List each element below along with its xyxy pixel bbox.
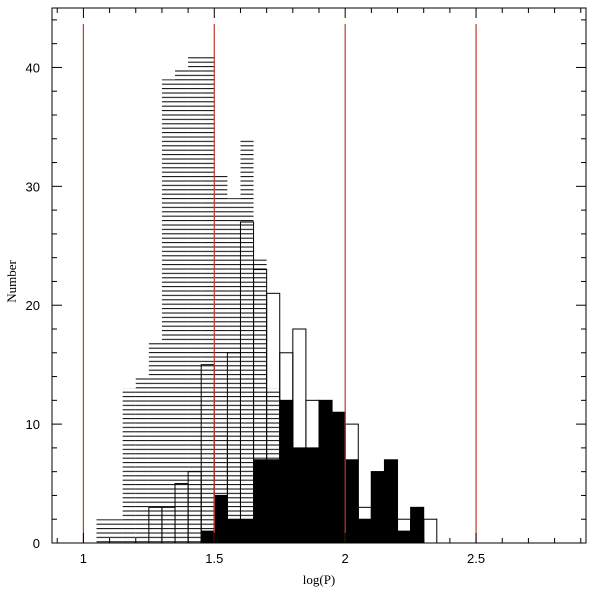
- hatched-bar: [240, 138, 254, 543]
- solid-bar: [279, 399, 294, 544]
- hatched-bar: [135, 376, 149, 543]
- hatched-bar: [148, 340, 162, 543]
- axis-ticks: [52, 8, 586, 544]
- x-tick-label: 2.5: [467, 551, 485, 566]
- hatched-bar: [161, 79, 176, 543]
- solid-histogram: [200, 399, 425, 544]
- y-tick-label: 20: [26, 298, 40, 313]
- y-tick-label: 10: [26, 417, 40, 432]
- solid-bar: [331, 411, 346, 544]
- solid-bar: [410, 506, 425, 544]
- hatched-bar: [96, 519, 110, 543]
- solid-bar: [370, 471, 385, 544]
- solid-bar: [200, 530, 215, 544]
- y-tick-label: 30: [26, 179, 40, 194]
- x-tick-labels: 1 1.5 2 2.5: [80, 551, 485, 566]
- solid-bar: [305, 447, 320, 544]
- solid-bar: [213, 494, 228, 544]
- hatched-bar: [201, 55, 215, 544]
- reference-lines: [82, 24, 477, 543]
- solid-bar: [357, 518, 372, 544]
- solid-bar: [239, 518, 255, 544]
- y-tick-labels: 0 10 20 30 40: [26, 60, 40, 551]
- solid-bar: [318, 399, 333, 544]
- solid-bar: [266, 459, 281, 544]
- x-axis-title: log(P): [303, 572, 336, 587]
- y-axis-title: Number: [4, 259, 19, 302]
- hatched-bar: [122, 388, 136, 543]
- hatched-bar: [109, 519, 123, 543]
- solid-bar: [397, 530, 412, 544]
- x-tick-label: 1: [80, 551, 87, 566]
- hatched-bar: [188, 55, 202, 544]
- hatched-bar: [227, 198, 241, 543]
- y-tick-label: 40: [26, 60, 40, 75]
- outline-bar: [423, 518, 438, 544]
- hatched-bar: [214, 174, 228, 543]
- hatched-bar: [175, 67, 189, 543]
- solid-bar: [253, 459, 268, 544]
- solid-bar: [292, 447, 307, 544]
- y-tick-label: 0: [33, 536, 40, 551]
- x-tick-label: 1.5: [205, 551, 223, 566]
- solid-bar: [226, 518, 241, 544]
- solid-bar: [383, 459, 399, 544]
- solid-bar: [344, 459, 359, 544]
- x-tick-label: 2: [342, 551, 349, 566]
